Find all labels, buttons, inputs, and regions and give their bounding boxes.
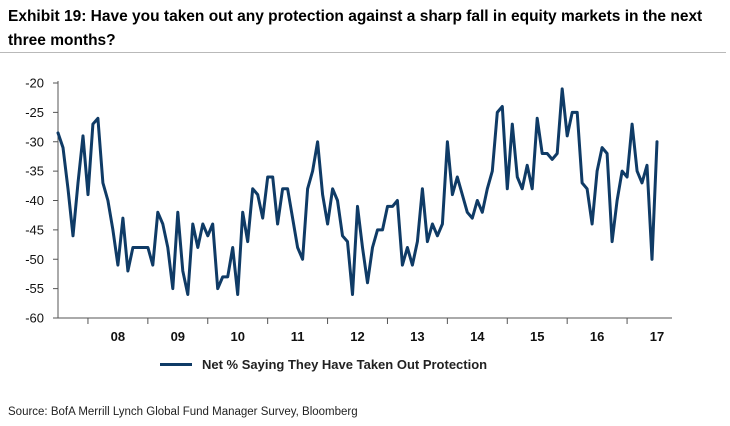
source-note: Source: BofA Merrill Lynch Global Fund M… (8, 406, 358, 418)
x-tick-label: 17 (650, 329, 664, 344)
x-tick-label: 08 (111, 329, 125, 344)
chart-title: Exhibit 19: Have you taken out any prote… (8, 8, 703, 49)
legend: Net % Saying They Have Taken Out Protect… (160, 355, 487, 373)
y-tick-label: -60 (25, 311, 44, 326)
y-tick-label: -20 (25, 76, 44, 91)
y-tick-label: -50 (25, 252, 44, 267)
legend-label: Net % Saying They Have Taken Out Protect… (202, 356, 488, 372)
x-tick-label: 13 (410, 329, 424, 344)
legend-swatch (160, 362, 192, 366)
x-tick-label: 10 (230, 329, 244, 344)
line-chart: -20 -25 -30 -35 -40 -45 -50 -55 -60 08 09 10 11 12 13… (25, 76, 672, 344)
x-axis: 08 09 10 11 12 13 14 15 16 17 (58, 317, 672, 344)
y-tick-label: -45 (25, 222, 44, 237)
y-tick-label: -40 (25, 193, 44, 208)
x-tick-label: 09 (171, 329, 185, 344)
y-tick-label: -30 (25, 134, 44, 149)
series-line (56, 87, 659, 296)
x-tick-label: 15 (530, 329, 544, 344)
x-tick-label: 11 (291, 329, 305, 344)
y-tick-label: -35 (25, 164, 44, 179)
y-tick-label: -55 (25, 281, 44, 296)
x-tick-label: 16 (590, 329, 604, 344)
x-tick-label: 12 (350, 329, 364, 344)
series-layer (56, 87, 659, 296)
y-axis: -20 -25 -30 -35 -40 -45 -50 -55 -60 (25, 76, 59, 326)
x-tick-label: 14 (470, 329, 485, 344)
y-tick-label: -25 (25, 105, 44, 120)
title-divider (0, 52, 726, 53)
